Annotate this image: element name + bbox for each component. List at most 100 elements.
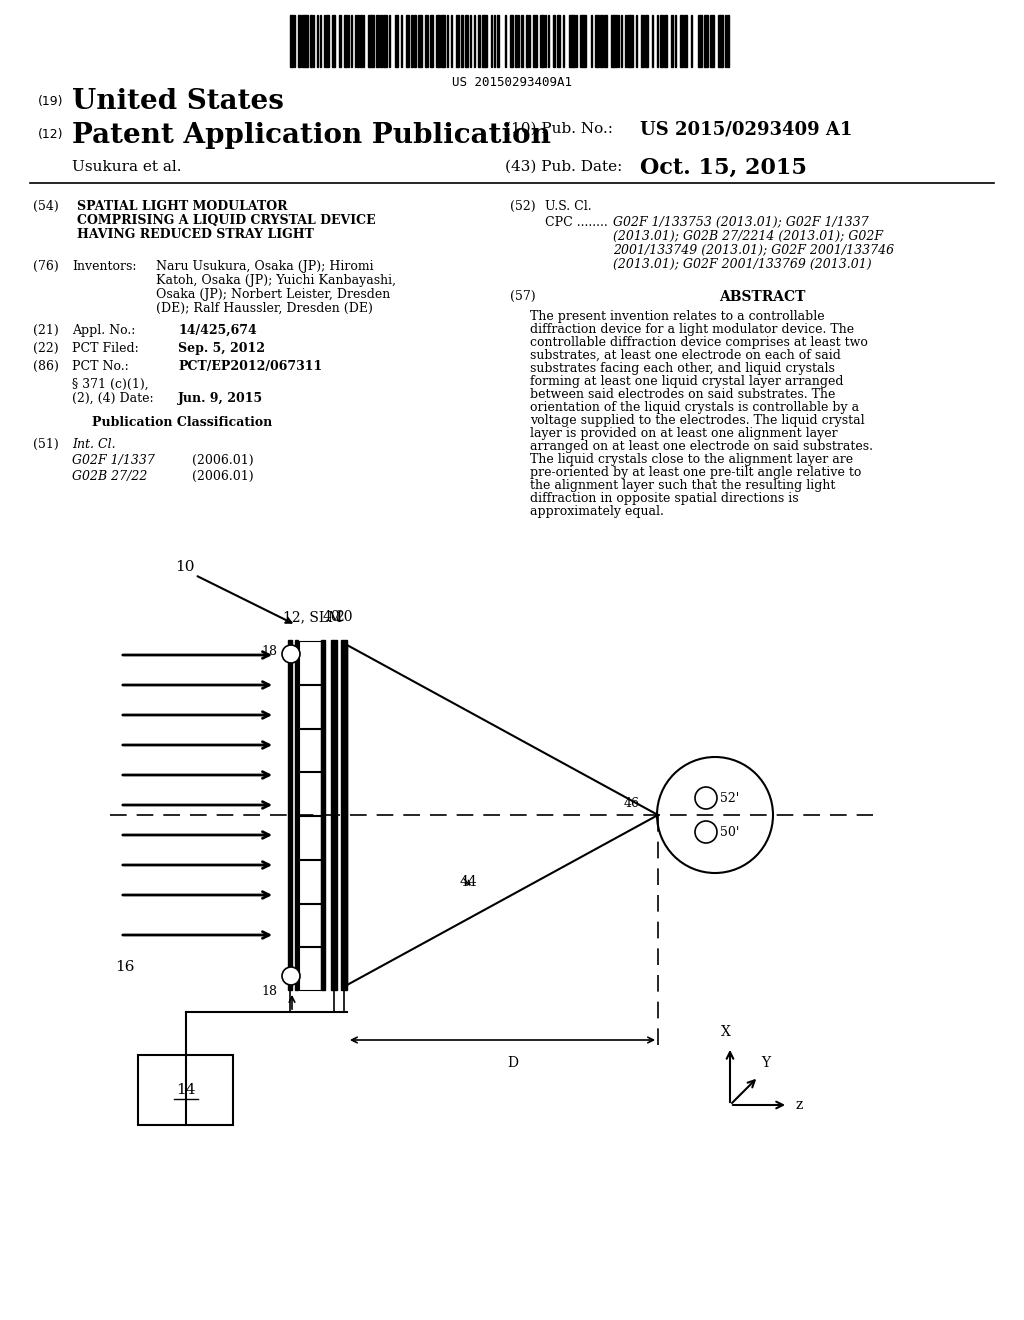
- Bar: [138, 1055, 233, 1125]
- Bar: [710, 15, 714, 67]
- Bar: [319, 15, 322, 67]
- Text: (76): (76): [33, 260, 58, 273]
- Text: D: D: [507, 1056, 518, 1071]
- Bar: [473, 15, 475, 67]
- Bar: [518, 15, 519, 67]
- Text: (12): (12): [38, 128, 63, 141]
- Bar: [562, 15, 564, 67]
- Bar: [341, 640, 347, 990]
- Text: (2006.01): (2006.01): [193, 454, 254, 467]
- Text: Sep. 5, 2012: Sep. 5, 2012: [178, 342, 265, 355]
- Bar: [441, 15, 445, 67]
- Bar: [288, 640, 292, 990]
- Bar: [659, 15, 663, 67]
- Bar: [324, 15, 325, 67]
- Bar: [446, 15, 447, 67]
- Bar: [548, 15, 549, 67]
- Text: (2006.01): (2006.01): [193, 470, 254, 483]
- Bar: [299, 772, 321, 814]
- Bar: [414, 15, 416, 67]
- Bar: [595, 15, 599, 67]
- Bar: [591, 15, 592, 67]
- Bar: [436, 15, 440, 67]
- Circle shape: [282, 968, 300, 985]
- Bar: [400, 15, 402, 67]
- Bar: [725, 15, 726, 67]
- Bar: [600, 15, 603, 67]
- Bar: [526, 15, 527, 67]
- Text: substrates facing each other, and liquid crystals: substrates facing each other, and liquid…: [530, 362, 835, 375]
- Text: 2001/133749 (2013.01); G02F 2001/133746: 2001/133749 (2013.01); G02F 2001/133746: [613, 244, 894, 257]
- Bar: [528, 15, 530, 67]
- Text: 52': 52': [720, 792, 739, 804]
- Bar: [377, 15, 379, 67]
- Text: 44: 44: [460, 875, 478, 888]
- Bar: [691, 15, 692, 67]
- Bar: [705, 15, 709, 67]
- Text: PCT/EP2012/067311: PCT/EP2012/067311: [178, 360, 323, 374]
- Bar: [515, 15, 517, 67]
- Circle shape: [282, 645, 300, 663]
- Bar: [636, 15, 637, 67]
- Text: (22): (22): [33, 342, 58, 355]
- Bar: [577, 15, 578, 67]
- Bar: [430, 15, 433, 67]
- Text: z: z: [796, 1098, 803, 1111]
- Bar: [462, 15, 463, 67]
- Bar: [407, 15, 409, 67]
- Bar: [357, 15, 358, 67]
- Bar: [299, 685, 321, 727]
- Bar: [418, 15, 422, 67]
- Bar: [332, 15, 335, 67]
- Bar: [641, 15, 644, 67]
- Text: (2013.01); G02F 2001/133769 (2013.01): (2013.01); G02F 2001/133769 (2013.01): [613, 257, 871, 271]
- Text: PCT No.:: PCT No.:: [72, 360, 129, 374]
- Bar: [360, 15, 361, 67]
- Bar: [557, 15, 560, 67]
- Bar: [671, 15, 674, 67]
- Text: pre-oriented by at least one pre-tilt angle relative to: pre-oriented by at least one pre-tilt an…: [530, 466, 861, 479]
- Bar: [657, 15, 658, 67]
- Text: (57): (57): [510, 290, 536, 304]
- Text: (21): (21): [33, 323, 58, 337]
- Bar: [569, 15, 574, 67]
- Bar: [348, 15, 349, 67]
- Bar: [299, 642, 321, 684]
- Text: Osaka (JP); Norbert Leister, Dresden: Osaka (JP); Norbert Leister, Dresden: [156, 288, 390, 301]
- Text: US 20150293409A1: US 20150293409A1: [452, 77, 572, 90]
- Text: (43) Pub. Date:: (43) Pub. Date:: [505, 160, 623, 174]
- Bar: [310, 15, 311, 67]
- Bar: [298, 15, 301, 67]
- Bar: [494, 15, 496, 67]
- Text: (2), (4) Date:: (2), (4) Date:: [72, 392, 154, 405]
- Bar: [299, 948, 321, 990]
- Bar: [302, 15, 307, 67]
- Bar: [492, 15, 493, 67]
- Text: (51): (51): [33, 438, 58, 451]
- Text: 20: 20: [335, 610, 352, 624]
- Text: (10) Pub. No.:: (10) Pub. No.:: [505, 121, 613, 136]
- Text: X: X: [721, 1026, 731, 1039]
- Text: 46: 46: [624, 797, 640, 810]
- Text: arranged on at least one electrode on said substrates.: arranged on at least one electrode on sa…: [530, 440, 873, 453]
- Text: (19): (19): [38, 95, 63, 108]
- Text: U.S. Cl.: U.S. Cl.: [545, 201, 592, 213]
- Text: layer is provided on at least one alignment layer: layer is provided on at least one alignm…: [530, 426, 838, 440]
- Text: 50': 50': [720, 825, 739, 838]
- Text: Oct. 15, 2015: Oct. 15, 2015: [640, 157, 807, 180]
- Bar: [664, 15, 667, 67]
- Bar: [321, 640, 325, 990]
- Text: 10: 10: [175, 560, 195, 574]
- Text: the alignment layer such that the resulting light: the alignment layer such that the result…: [530, 479, 836, 492]
- Bar: [295, 640, 298, 990]
- Text: 14: 14: [176, 1082, 196, 1097]
- Text: United States: United States: [72, 88, 284, 115]
- Text: 40: 40: [323, 610, 340, 624]
- Bar: [383, 15, 387, 67]
- Bar: [369, 15, 374, 67]
- Bar: [317, 15, 318, 67]
- Text: The liquid crystals close to the alignment layer are: The liquid crystals close to the alignme…: [530, 453, 853, 466]
- Text: (52): (52): [510, 201, 536, 213]
- Bar: [718, 15, 723, 67]
- Text: G02B 27/22: G02B 27/22: [72, 470, 147, 483]
